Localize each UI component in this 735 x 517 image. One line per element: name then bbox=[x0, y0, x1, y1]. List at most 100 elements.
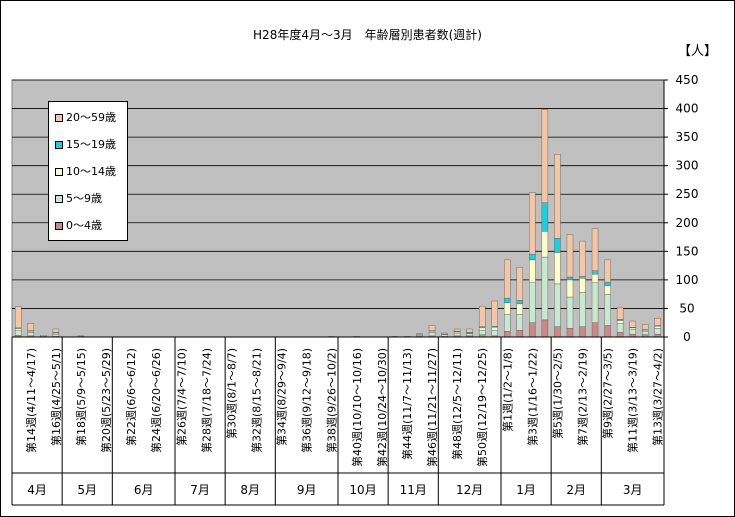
bar-segment-0 bbox=[516, 329, 524, 338]
x-tick-label: 第11週(3/13～3/19) bbox=[626, 348, 640, 453]
bar-segment-3 bbox=[529, 253, 536, 261]
bar-segment-2 bbox=[591, 273, 599, 283]
legend-label: 0～4歳 bbox=[66, 219, 102, 232]
bar-segment-1 bbox=[428, 332, 436, 337]
legend-swatch bbox=[55, 114, 63, 122]
bar-segment-4 bbox=[554, 154, 561, 239]
bar-segment-2 bbox=[541, 231, 549, 258]
x-tick-label: 第28週(7/18～7/24) bbox=[199, 348, 213, 453]
bar-segment-4 bbox=[654, 317, 661, 326]
month-label: 12月 bbox=[456, 483, 483, 497]
bar-segment-2 bbox=[554, 252, 561, 285]
month-label: 1月 bbox=[516, 483, 536, 497]
bar-segment-2 bbox=[516, 303, 524, 315]
x-tick-label: 第30週(8/1～8/7) bbox=[224, 348, 238, 439]
y-tick-label: 400 bbox=[676, 102, 699, 116]
month-label: 2月 bbox=[566, 483, 586, 497]
bar-segment-1 bbox=[554, 283, 561, 327]
y-tick-label: 300 bbox=[676, 159, 699, 173]
bar-segment-3 bbox=[604, 281, 611, 286]
x-tick-label: 第34週(8/29～9/4) bbox=[275, 348, 289, 446]
x-tick-label: 第26週(7/4～7/10) bbox=[174, 348, 188, 446]
x-tick-label: 第48週(12/5～12/11) bbox=[450, 348, 464, 460]
bar-segment-4 bbox=[616, 307, 624, 320]
bar-segment-1 bbox=[629, 329, 636, 335]
bar-segment-4 bbox=[441, 332, 448, 335]
bar-segment-2 bbox=[478, 327, 486, 331]
legend-item: 20～59歳 bbox=[55, 109, 116, 124]
bar-segment-2 bbox=[15, 328, 22, 331]
bar-segment-0 bbox=[579, 326, 586, 338]
bar-segment-1 bbox=[478, 329, 486, 335]
month-label: 4月 bbox=[27, 483, 47, 497]
legend-label: 10～14歳 bbox=[66, 165, 116, 178]
bar-segment-1 bbox=[441, 334, 448, 337]
y-tick-label: 0 bbox=[683, 330, 691, 344]
y-tick-label: 200 bbox=[676, 216, 699, 230]
x-tick-label: 第14週(4/11～4/17) bbox=[24, 348, 38, 453]
bar-segment-2 bbox=[654, 325, 661, 329]
bar-segment-0 bbox=[529, 322, 536, 338]
y-tick-label: 150 bbox=[676, 244, 699, 258]
x-tick-label: 第18週(5/9～5/15) bbox=[74, 348, 88, 446]
bar-segment-1 bbox=[604, 293, 611, 326]
bar-segment-3 bbox=[554, 237, 561, 253]
legend-item: 5～9歳 bbox=[55, 190, 102, 205]
legend-item: 15～19歳 bbox=[55, 136, 116, 151]
month-label: 7月 bbox=[190, 483, 210, 497]
x-tick-label: 第40週(10/10～10/16) bbox=[350, 348, 364, 467]
bar-segment-4 bbox=[529, 192, 536, 255]
chart-title: H28年度4月～3月 年齢層別患者数(週計) bbox=[253, 28, 482, 42]
bar-segment-2 bbox=[579, 277, 586, 293]
x-tick-label: 第20週(5/23～5/29) bbox=[99, 348, 113, 453]
bar-segment-1 bbox=[15, 330, 22, 336]
bar-segment-1 bbox=[616, 323, 624, 333]
x-tick-label: 第22週(6/6～6/12) bbox=[124, 348, 138, 446]
bar-segment-1 bbox=[591, 282, 599, 323]
legend-swatch bbox=[55, 195, 63, 203]
bar-segment-0 bbox=[604, 325, 611, 338]
bar-segment-0 bbox=[591, 322, 599, 338]
y-tick-label: 250 bbox=[676, 187, 699, 201]
bar-segment-0 bbox=[541, 319, 549, 338]
bar-segment-4 bbox=[416, 333, 423, 335]
bar-segment-0 bbox=[554, 326, 561, 338]
bar-segment-4 bbox=[591, 228, 599, 271]
bar-segment-2 bbox=[529, 259, 536, 283]
bar-segment-1 bbox=[504, 313, 511, 332]
y-tick-label: 350 bbox=[676, 130, 699, 144]
bar-segment-4 bbox=[428, 325, 436, 331]
bar-segment-1 bbox=[453, 332, 461, 337]
bar-segment-4 bbox=[466, 328, 473, 333]
bar-segment-4 bbox=[15, 306, 22, 329]
y-tick-label: 450 bbox=[676, 73, 699, 87]
x-tick-label: 第42週(10/24～10/30) bbox=[375, 348, 389, 467]
x-tick-label: 第36週(9/12～9/18) bbox=[300, 348, 314, 453]
bar-segment-4 bbox=[504, 259, 511, 299]
bar-segment-1 bbox=[466, 333, 473, 337]
bar-segment-4 bbox=[641, 324, 649, 330]
bar-segment-3 bbox=[541, 202, 549, 232]
bar-segment-4 bbox=[516, 267, 524, 301]
legend-item: 10～14歳 bbox=[55, 163, 116, 178]
bar-segment-4 bbox=[40, 335, 47, 337]
x-tick-label: 第9週(2/27～3/5) bbox=[601, 348, 615, 439]
bar-segment-3 bbox=[516, 300, 524, 305]
bar-segment-1 bbox=[641, 331, 649, 335]
bar-segment-4 bbox=[491, 300, 498, 327]
bar-segment-1 bbox=[566, 296, 574, 329]
month-label: 3月 bbox=[623, 483, 643, 497]
bar-segment-4 bbox=[541, 109, 549, 203]
x-tick-label: 第1週(1/2～1/8) bbox=[500, 348, 514, 432]
bar-segment-1 bbox=[529, 282, 536, 323]
month-label: 9月 bbox=[297, 483, 317, 497]
legend-label: 15～19歳 bbox=[66, 138, 116, 151]
legend-label: 5～9歳 bbox=[66, 192, 102, 205]
bar-segment-0 bbox=[616, 332, 624, 338]
bar-segment-3 bbox=[504, 297, 511, 303]
legend-swatch bbox=[55, 141, 63, 149]
y-tick-label: 50 bbox=[679, 301, 694, 315]
bar-segment-0 bbox=[566, 328, 574, 338]
bar-segment-1 bbox=[579, 292, 586, 327]
x-tick-label: 第3週(1/16～1/22) bbox=[525, 348, 539, 446]
